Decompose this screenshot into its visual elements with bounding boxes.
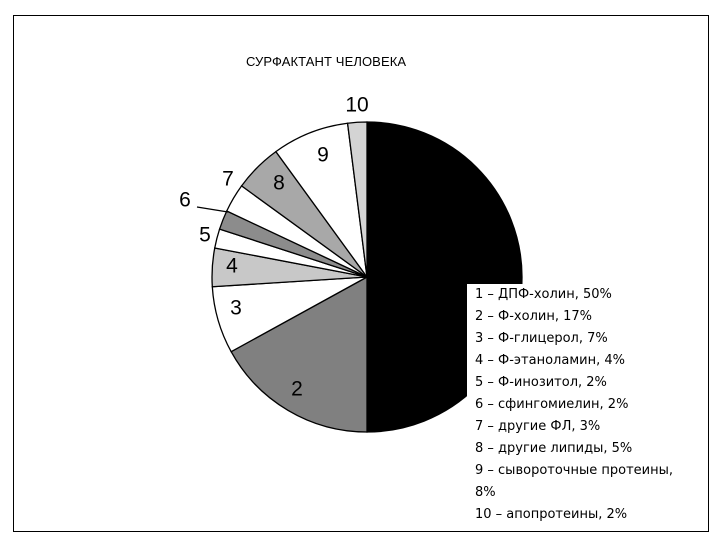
pie-slice-2 (230, 275, 368, 433)
slice-label-8: 8 (273, 172, 285, 195)
slice-label-3: 3 (230, 297, 242, 320)
legend-item-6: 6 – сфингомиелин, 2% (475, 397, 629, 412)
legend-item-10: 10 – апопротеины, 2% (475, 507, 628, 522)
pie-slice-10 (346, 121, 368, 278)
legend-item-8: 8 – другие липиды, 5% (475, 441, 633, 456)
slice-label-10: 10 (345, 94, 368, 117)
slice-label-9: 9 (317, 144, 329, 167)
slice-label-5: 5 (199, 224, 211, 247)
label-6-leader-line (196, 206, 229, 213)
slice-label-6: 6 (179, 189, 191, 212)
chart-legend: 1 – ДПФ-холин, 50% 2 – Ф-холин, 17% 3 – Ф-… (467, 284, 675, 524)
slice-label-2: 2 (291, 378, 303, 401)
legend-item-3: 3 – Ф-глицерол, 7% (475, 331, 608, 346)
legend-item-2: 2 – Ф-холин, 17% (475, 309, 592, 324)
legend-item-1: 1 – ДПФ-холин, 50% (475, 287, 612, 302)
slice-label-7: 7 (222, 168, 234, 191)
legend-item-5: 5 – Ф-инозитол, 2% (475, 375, 607, 390)
legend-item-9: 9 – сывороточные протеины, 8% (475, 463, 673, 500)
chart-title: СУРФАКТАНТ ЧЕЛОВЕКА (246, 54, 407, 69)
legend-item-7: 7 – другие ФЛ, 3% (475, 419, 601, 434)
slice-label-4: 4 (226, 255, 238, 278)
legend-item-4: 4 – Ф-этаноламин, 4% (475, 353, 625, 368)
